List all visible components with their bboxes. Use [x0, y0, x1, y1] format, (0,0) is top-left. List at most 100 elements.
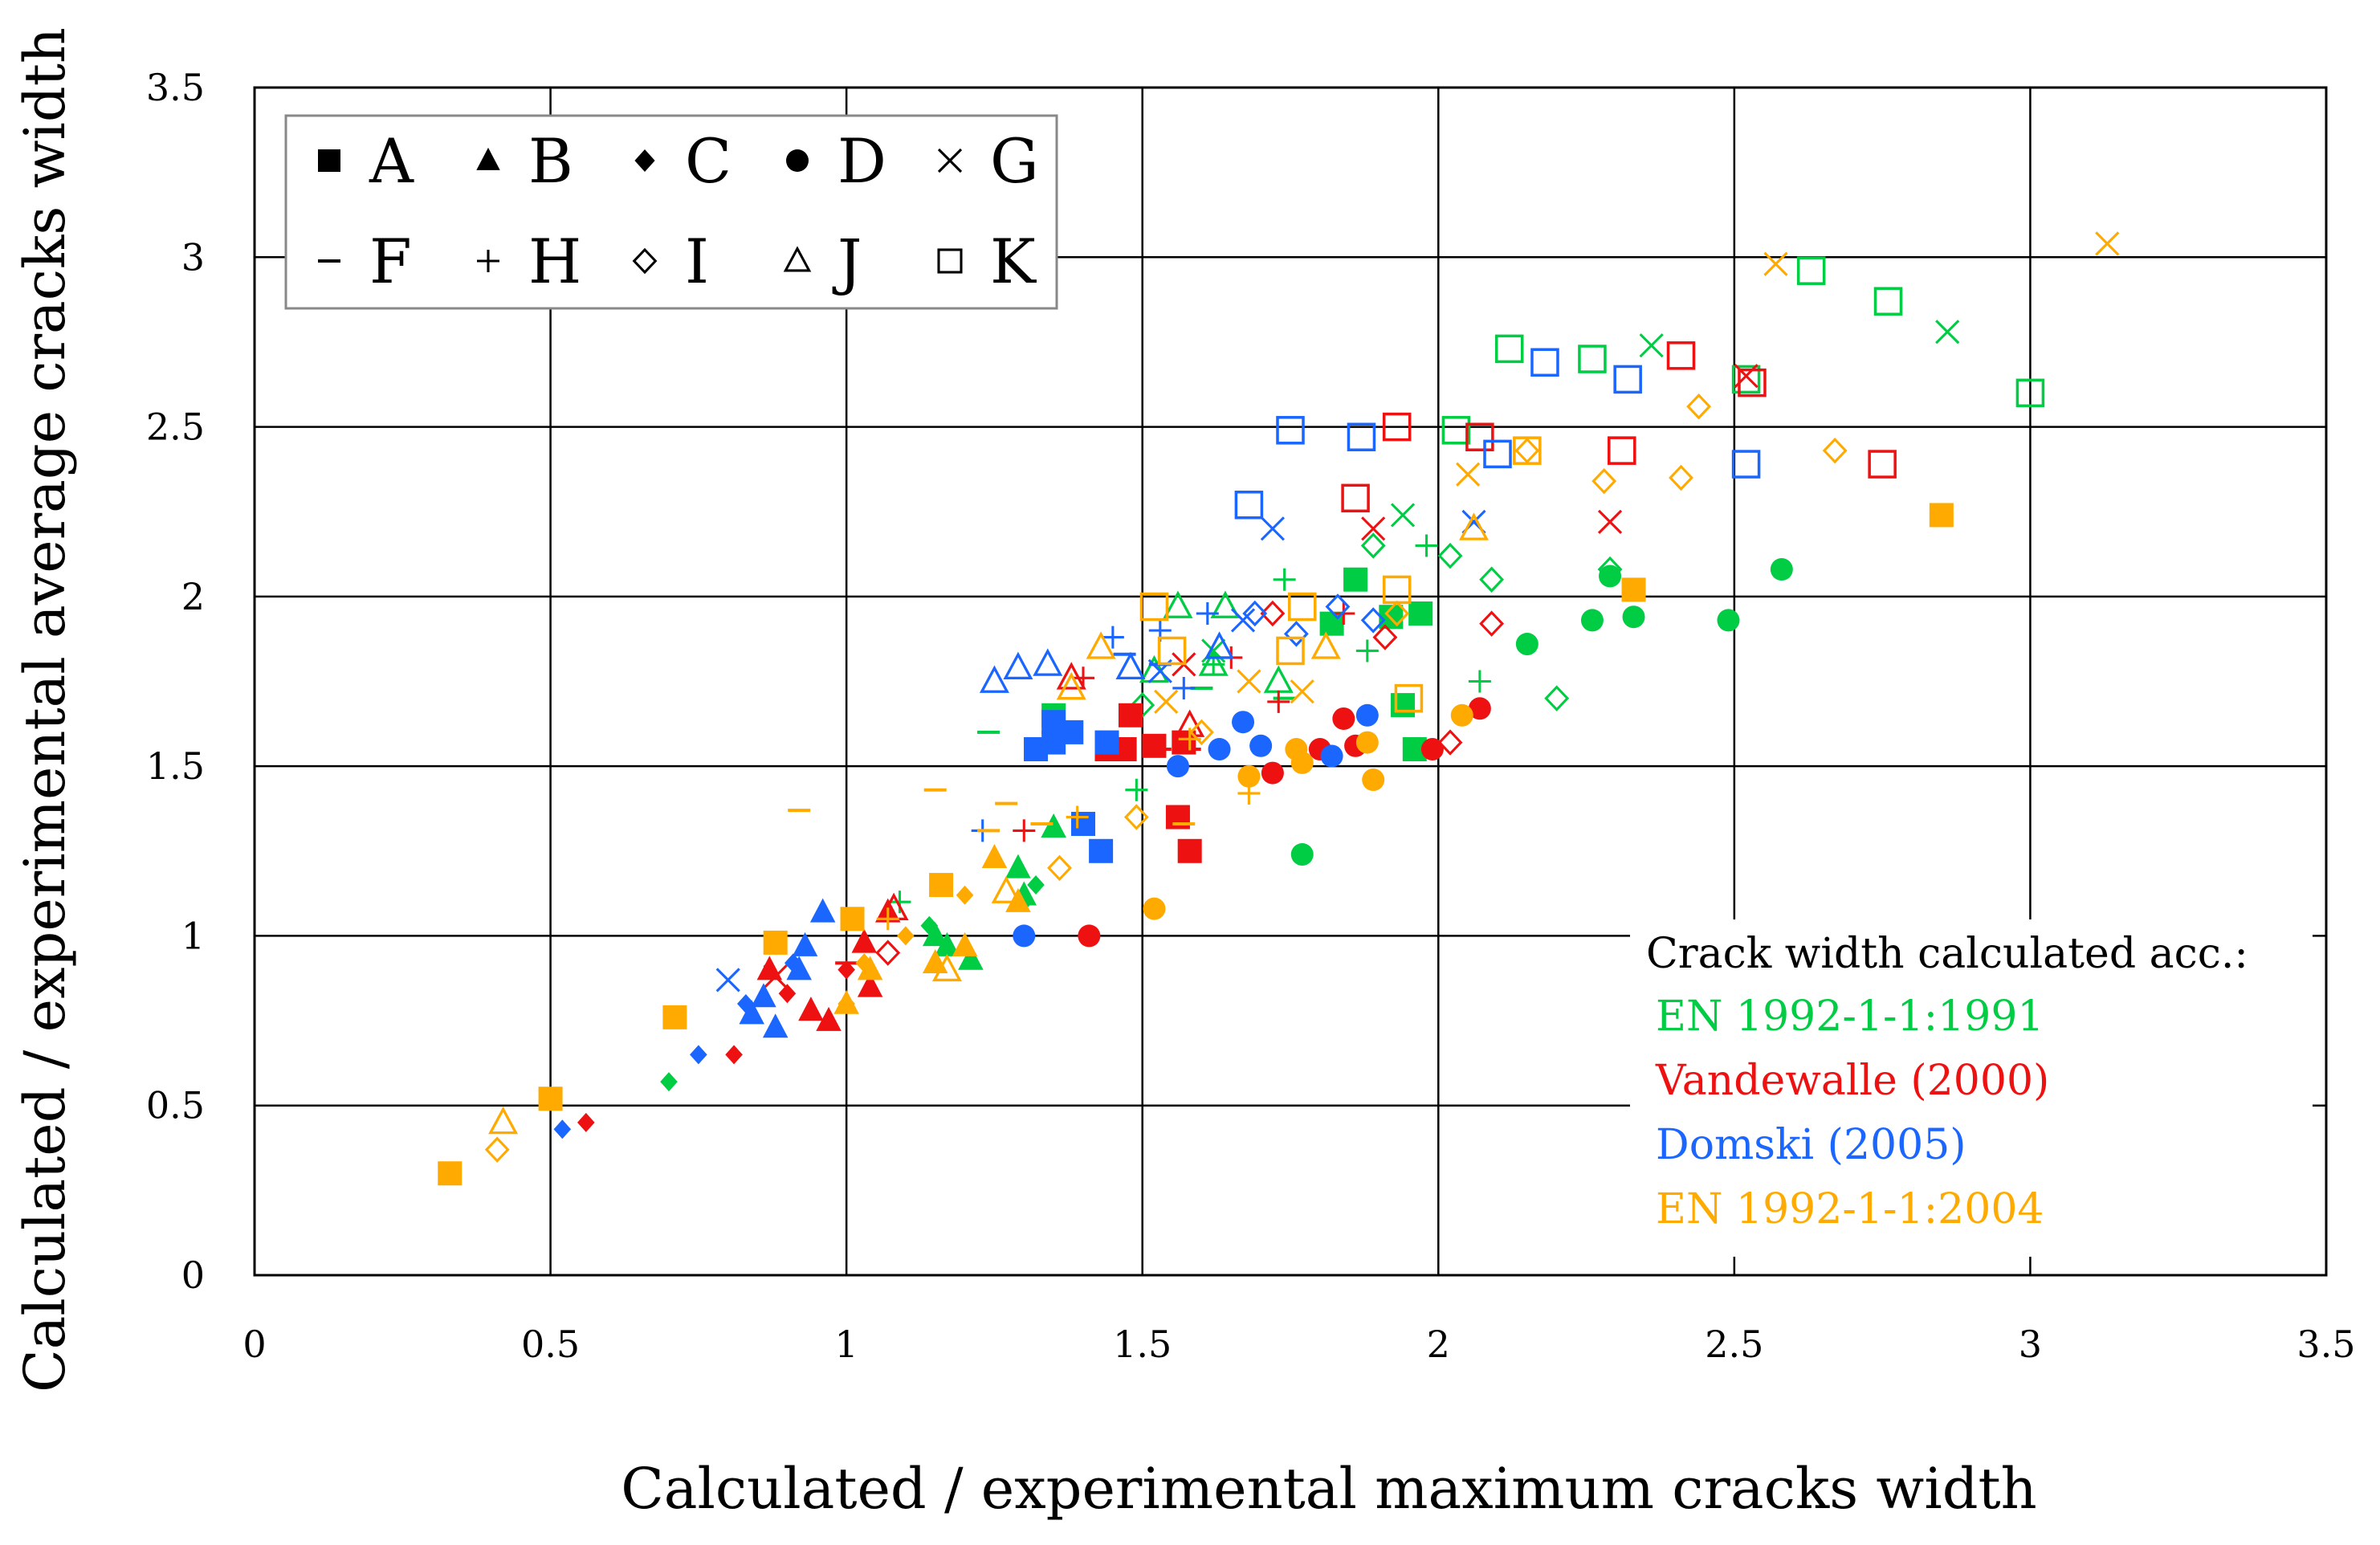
data-point: [763, 964, 788, 989]
data-point: [1056, 662, 1086, 690]
data-point: [1234, 491, 1264, 520]
legend-marker-open-diamond: [632, 247, 658, 275]
data-point: [1066, 805, 1089, 829]
data-point: [1465, 422, 1494, 452]
data-point: [1868, 450, 1897, 479]
data-point: [1249, 734, 1273, 757]
data-point: [1355, 639, 1379, 662]
legend-label: C: [685, 125, 732, 197]
series-en-1992-1-1-2004: [438, 231, 2120, 1186]
y-tick-label: 0: [181, 1254, 205, 1297]
data-point: [1384, 600, 1410, 627]
data-point: [1056, 671, 1086, 700]
data-point: [763, 930, 788, 955]
data-point: [1479, 566, 1505, 593]
data-point: [1125, 778, 1148, 801]
x-tick-label: 3: [2019, 1323, 2042, 1366]
legend-marker-filled-triangle: [476, 147, 500, 170]
data-point: [1360, 607, 1386, 634]
legend-marker-open-triangle: [783, 246, 812, 272]
data-point: [1763, 251, 1788, 276]
legend-marker-plus: [477, 250, 499, 272]
y-tick-label: 3: [181, 235, 205, 279]
data-point: [762, 1013, 789, 1038]
legend-marker-filled-square: [318, 149, 340, 172]
data-point: [1210, 590, 1241, 618]
data-point: [1310, 631, 1341, 659]
data-point: [1394, 683, 1424, 713]
data-point: [1362, 768, 1385, 792]
legend-label: A: [369, 125, 414, 197]
data-point: [1717, 609, 1740, 632]
data-point: [798, 997, 824, 1021]
marker-legend: A B C D G F H I J K: [284, 114, 1058, 310]
legend-marker-filled-diamond: [634, 149, 655, 172]
legend-label: K: [990, 226, 1037, 297]
data-point: [1372, 624, 1398, 650]
data-point: [1770, 558, 1793, 581]
data-point: [1483, 439, 1512, 469]
data-point: [1608, 436, 1636, 465]
annotation-background: [1630, 919, 2313, 1257]
data-point: [1047, 854, 1072, 882]
legend-label: H: [528, 226, 581, 297]
data-point: [1437, 729, 1463, 756]
data-point: [739, 1000, 764, 1025]
data-point: [1177, 838, 1202, 863]
data-point: [1041, 710, 1066, 735]
data-point: [1591, 467, 1617, 495]
data-point: [1325, 593, 1351, 620]
x-axis-title: Calculated / experimental maximum cracks…: [621, 1456, 2037, 1522]
data-point: [1094, 730, 1119, 755]
data-point: [922, 922, 948, 947]
data-point: [1822, 437, 1848, 464]
series-en-1992-1-1-1991: [660, 256, 2045, 1092]
data-point: [1013, 819, 1036, 842]
series-domski-2005-: [553, 348, 1761, 1139]
data-point: [1441, 416, 1471, 445]
legend-box: [284, 114, 1058, 310]
data-point: [1123, 804, 1149, 830]
annotation-item: Domski (2005): [1656, 1121, 1966, 1169]
data-point: [1599, 565, 1622, 588]
data-point: [538, 1086, 563, 1111]
data-point: [1415, 534, 1438, 557]
data-point: [929, 873, 954, 898]
x-tick-label: 1: [835, 1323, 858, 1366]
data-point: [1204, 631, 1235, 659]
data-point: [1355, 703, 1379, 727]
legend-label: F: [369, 226, 412, 297]
data-point: [1115, 651, 1146, 679]
data-point: [1513, 436, 1542, 465]
data-point: [1391, 693, 1416, 718]
data-point: [1361, 516, 1386, 541]
data-point: [2095, 231, 2120, 256]
data-point: [857, 956, 883, 980]
data-point: [1597, 556, 1623, 583]
data-point: [1390, 503, 1416, 528]
data-point: [1514, 437, 1540, 464]
data-point: [958, 945, 984, 970]
data-point: [855, 953, 874, 973]
legend-label: J: [832, 226, 862, 297]
data-point: [1196, 601, 1219, 625]
data-point: [1118, 703, 1143, 728]
data-point: [737, 993, 755, 1013]
data-point: [1005, 854, 1031, 878]
data-point: [1041, 813, 1066, 838]
data-point: [751, 983, 776, 1008]
data-point: [1613, 365, 1642, 394]
data-point: [1929, 503, 1954, 528]
data-point: [897, 926, 915, 946]
data-point: [1237, 764, 1261, 788]
data-point: [1003, 651, 1033, 679]
data-point: [875, 940, 901, 966]
data-point: [1139, 592, 1169, 622]
data-point: [1343, 567, 1368, 592]
data-point: [553, 1119, 572, 1139]
data-point: [1242, 600, 1268, 627]
data-point: [1666, 341, 1696, 370]
data-point: [1420, 738, 1444, 761]
data-point: [756, 956, 783, 980]
